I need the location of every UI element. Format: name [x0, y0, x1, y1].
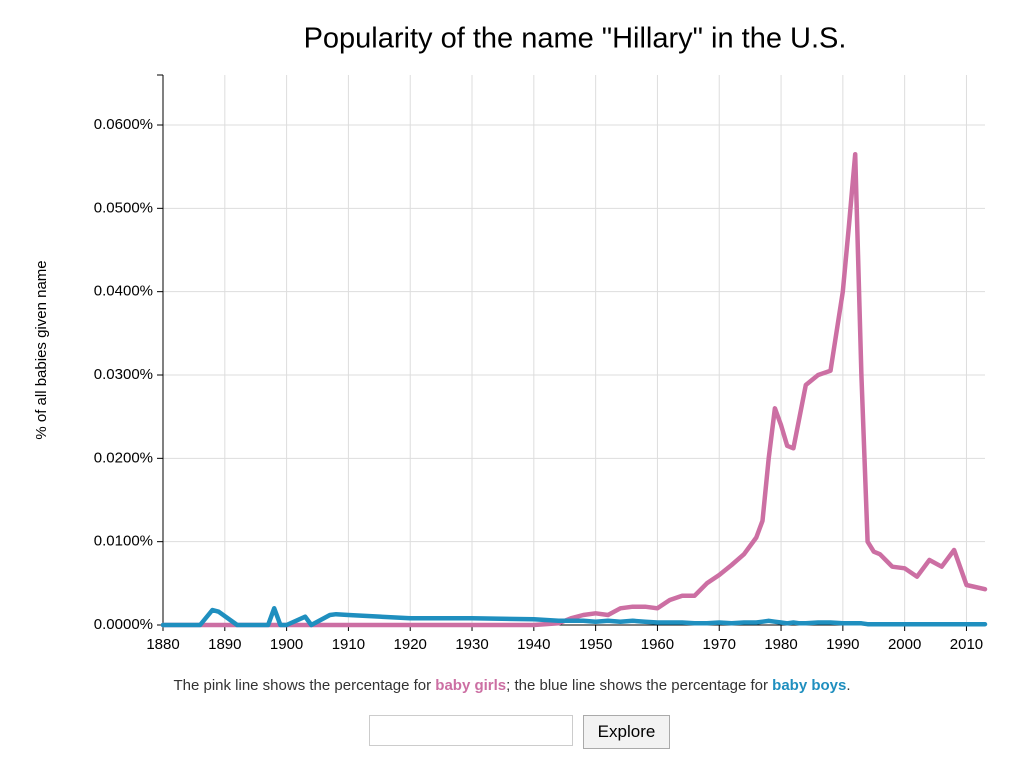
x-tick-label: 2010 [950, 636, 983, 653]
x-tick-label: 1930 [455, 636, 488, 653]
legend-entry: baby girls [435, 677, 507, 694]
chart: Popularity of the name "Hillary" in the … [33, 23, 988, 653]
legend-entry: baby boys [772, 677, 847, 694]
explore-button[interactable]: Explore [583, 715, 670, 749]
y-tick-label: 0.0400% [94, 283, 153, 300]
y-tick-label: 0.0600% [94, 116, 153, 133]
x-tick-label: 1980 [764, 636, 797, 653]
caption-text: . [846, 677, 851, 694]
x-tick-label: 1920 [394, 636, 427, 653]
x-tick-label: 1970 [703, 636, 736, 653]
caption: The pink line shows the percentage for b… [0, 677, 1024, 694]
x-tick-label: 1940 [517, 636, 550, 653]
y-tick-label: 0.0300% [94, 366, 153, 383]
x-tick-label: 1950 [579, 636, 612, 653]
x-tick-label: 1910 [332, 636, 365, 653]
x-tick-label: 1890 [208, 636, 241, 653]
y-tick-label: 0.0100% [94, 533, 153, 550]
x-tick-label: 1880 [146, 636, 179, 653]
series-line [160, 606, 988, 628]
y-tick-label: 0.0500% [94, 199, 153, 216]
x-tick-label: 1960 [641, 636, 674, 653]
caption-text: The pink line shows the percentage for [173, 677, 436, 694]
y-tick-label: 0.0000% [94, 616, 153, 633]
chart-title: Popularity of the name "Hillary" in the … [304, 23, 847, 55]
x-tick-label: 2000 [888, 636, 921, 653]
x-tick-label: 1900 [270, 636, 303, 653]
caption-text: ; the blue line shows the percentage for [506, 677, 773, 694]
search-input[interactable] [369, 715, 573, 746]
x-tick-label: 1990 [826, 636, 859, 653]
y-axis-label: % of all babies given name [33, 260, 50, 439]
y-tick-label: 0.0200% [94, 449, 153, 466]
